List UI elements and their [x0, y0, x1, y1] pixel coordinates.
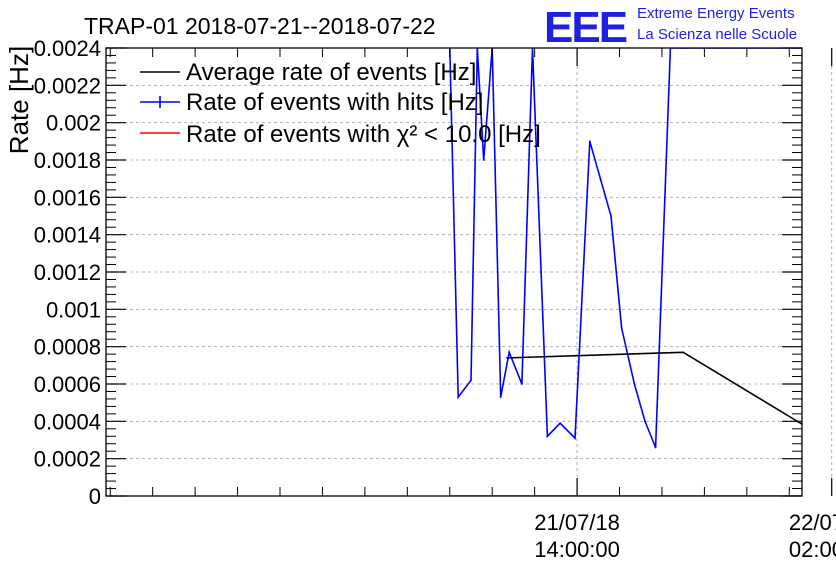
eee-logo-mark: EEE — [544, 3, 627, 52]
eee-logo-line2: La Scienza nelle Scuole — [637, 26, 797, 43]
x-tick-label-time: 02:00:00 — [789, 537, 836, 562]
data-point-hits — [574, 437, 576, 440]
x-tick-label-date: 22/07/18 — [789, 510, 836, 535]
data-point-hits — [457, 396, 460, 398]
y-tick-label: 0 — [89, 484, 101, 509]
series-line-average — [506, 351, 802, 426]
y-tick-label: 0.0016 — [34, 185, 101, 210]
data-point-hits — [599, 177, 602, 180]
y-tick-labels: 0 0.0002 0.0004 0.0006 0.0008 0.001 0.0012 0.00… — [34, 36, 101, 509]
data-point-average — [682, 351, 685, 354]
y-tick-label: 0.0012 — [34, 260, 101, 285]
y-tick-label: 0.0008 — [34, 335, 101, 360]
data-point-hits — [470, 379, 472, 382]
tick-marks — [106, 47, 833, 497]
y-tick-label: 0.0022 — [34, 73, 101, 98]
data-point-hits — [644, 420, 646, 423]
eee-logo: EEE Extreme Energy Events La Scienza nel… — [544, 3, 797, 52]
data-point-average — [506, 356, 508, 359]
data-point-hits — [521, 383, 523, 385]
y-tick-label: 0.0006 — [34, 372, 101, 397]
y-tick-label: 0.002 — [46, 111, 101, 136]
x-tick-label-date: 21/07/18 — [534, 510, 620, 535]
legend-label-chi2: Rate of events with χ² < 10.0 [Hz] — [186, 121, 541, 148]
legend-label-hits: Rate of events with hits [Hz] — [186, 89, 483, 116]
data-point-hits — [559, 422, 561, 425]
y-axis-title: Rate [Hz] — [4, 46, 34, 154]
data-point-hits — [508, 351, 511, 354]
legend: Average rate of events [Hz] Rate of even… — [140, 59, 541, 148]
y-tick-label: 0.0002 — [34, 447, 101, 472]
y-tick-label: 0.0004 — [34, 409, 101, 434]
series-line-hits — [449, 48, 802, 448]
data-point-hits — [499, 396, 502, 398]
data-point-hits — [620, 327, 623, 329]
eee-logo-line1: Extreme Energy Events — [637, 5, 795, 22]
y-tick-label: 0.0018 — [34, 148, 101, 173]
y-tick-label: 0.0024 — [34, 36, 101, 61]
y-tick-label: 0.001 — [46, 297, 101, 322]
data-point-hits — [610, 215, 612, 217]
legend-label-average: Average rate of events [Hz] — [186, 59, 476, 86]
chart-title: TRAP-01 2018-07-21--2018-07-22 — [84, 13, 436, 39]
x-tick-labels: 21/07/1814:00:0022/07/1802:00:0022/07/18… — [534, 510, 836, 562]
data-point-hits — [633, 383, 636, 385]
data-point-hits — [588, 140, 591, 143]
y-tick-label: 0.0014 — [34, 223, 101, 248]
x-tick-label-time: 14:00:00 — [534, 537, 620, 562]
data-point-hits — [546, 435, 549, 438]
data-point-hits — [654, 446, 657, 449]
data-point-hits — [482, 159, 485, 161]
